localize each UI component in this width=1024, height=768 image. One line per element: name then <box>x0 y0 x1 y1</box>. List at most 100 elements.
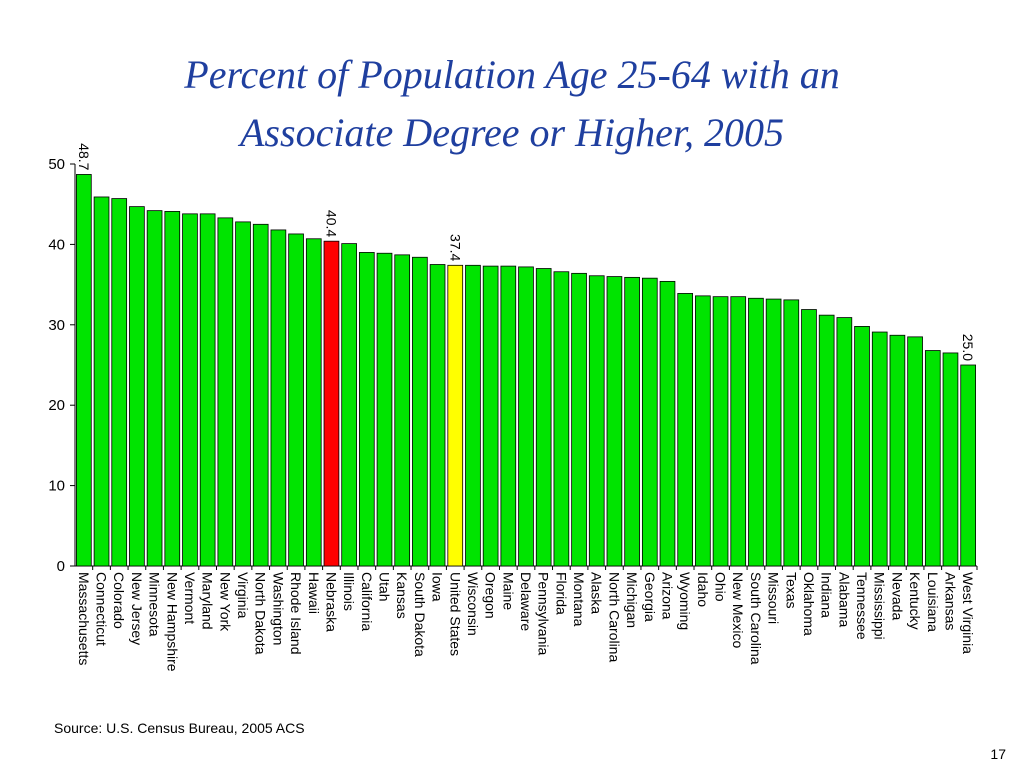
bar-oklahoma <box>801 309 817 567</box>
bar-united-states <box>447 264 464 567</box>
bar-new-hampshire <box>164 211 181 567</box>
bar-alaska <box>588 275 605 567</box>
x-tick-label-virginia: Virginia <box>235 572 251 619</box>
x-tick-label-rhode-island: Rhode Island <box>288 572 304 655</box>
x-tick-label-united-states: United States <box>447 572 463 656</box>
y-tick-label: 0 <box>57 558 65 575</box>
bar-arkansas <box>942 352 959 567</box>
bar-new-jersey <box>129 206 145 567</box>
bar-idaho <box>695 295 711 567</box>
x-tick-label-new-jersey: New Jersey <box>129 572 145 645</box>
x-tick-label-nevada: Nevada <box>889 572 905 620</box>
x-tick-label-louisiana: Louisiana <box>925 572 941 632</box>
x-tick-label-florida: Florida <box>553 572 569 615</box>
x-tick-label-arkansas: Arkansas <box>942 572 958 630</box>
y-tick-label: 10 <box>48 478 65 495</box>
page-number: 17 <box>990 746 1006 762</box>
bar-florida <box>553 271 570 567</box>
x-tick-label-new-hampshire: New Hampshire <box>164 572 180 672</box>
bar-nevada <box>889 334 906 567</box>
x-tick-label-arizona: Arizona <box>659 572 675 620</box>
bar-delaware <box>518 266 534 567</box>
bar-montana <box>571 272 587 567</box>
x-tick-label-texas: Texas <box>783 572 799 609</box>
x-tick-label-south-carolina: South Carolina <box>748 572 764 665</box>
bar-kentucky <box>907 336 923 567</box>
bar-texas <box>783 299 800 567</box>
bar-iowa <box>429 264 446 567</box>
x-tick-label-alabama: Alabama <box>836 572 852 627</box>
x-tick-label-maryland: Maryland <box>200 572 216 630</box>
x-tick-label-missouri: Missouri <box>766 572 782 624</box>
bar-illinois <box>341 243 357 567</box>
x-tick-label-idaho: Idaho <box>695 572 711 607</box>
x-tick-label-minnesota: Minnesota <box>147 572 163 637</box>
x-tick-label-south-dakota: South Dakota <box>412 572 428 657</box>
x-tick-label-california: California <box>359 572 375 631</box>
x-tick-label-wyoming: Wyoming <box>677 572 693 630</box>
x-tick-label-iowa: Iowa <box>430 572 446 602</box>
source-note: Source: U.S. Census Bureau, 2005 ACS <box>54 720 305 736</box>
x-tick-label-wisconsin: Wisconsin <box>465 572 481 636</box>
bar-alabama <box>836 317 853 567</box>
bar-minnesota <box>146 210 163 567</box>
bar-tennessee <box>854 326 870 567</box>
bar-michigan <box>624 276 640 567</box>
chart-title: Percent of Population Age 25-64 with an … <box>0 46 1024 162</box>
bar-utah <box>376 252 393 567</box>
bar-massachusetts <box>76 174 92 567</box>
x-tick-label-indiana: Indiana <box>819 572 835 618</box>
chart-title-line-1: Percent of Population Age 25-64 with an <box>184 52 840 97</box>
bar-wisconsin <box>465 264 481 567</box>
bar-kansas <box>394 254 411 567</box>
x-tick-label-washington: Washington <box>270 572 286 645</box>
x-tick-label-massachusetts: Massachusetts <box>76 572 92 665</box>
x-tick-label-vermont: Vermont <box>182 572 198 624</box>
x-tick-label-oregon: Oregon <box>483 572 499 619</box>
x-tick-label-georgia: Georgia <box>642 572 658 622</box>
bar-south-dakota <box>412 256 428 567</box>
bar-ohio <box>712 296 729 567</box>
bar-nebraska <box>323 240 340 567</box>
bar-mississippi <box>871 331 888 567</box>
x-tick-label-utah: Utah <box>377 572 393 602</box>
x-tick-label-oklahoma: Oklahoma <box>801 572 817 636</box>
bar-maryland <box>199 213 216 567</box>
x-tick-label-michigan: Michigan <box>624 572 640 628</box>
x-tick-label-mississippi: Mississippi <box>872 572 888 640</box>
bar-arizona <box>659 280 676 567</box>
data-label-nebraska: 40.4 <box>323 210 339 237</box>
x-tick-label-delaware: Delaware <box>518 572 534 631</box>
bar-indiana <box>818 314 835 567</box>
x-tick-label-connecticut: Connecticut <box>94 572 110 646</box>
data-label-united-states: 37.4 <box>447 234 463 261</box>
bar-wyoming <box>677 293 694 567</box>
bar-washington <box>270 229 287 567</box>
x-tick-label-west-virginia: West Virginia <box>960 572 976 654</box>
x-tick-label-montana: Montana <box>571 572 587 627</box>
bar-connecticut <box>93 196 110 567</box>
x-tick-label-illinois: Illinois <box>341 572 357 611</box>
y-tick-label: 20 <box>48 397 65 414</box>
y-tick-label: 30 <box>48 317 65 334</box>
bar-north-carolina <box>606 276 623 567</box>
x-tick-label-colorado: Colorado <box>111 572 127 629</box>
bar-maine <box>500 265 517 567</box>
x-tick-label-pennsylvania: Pennsylvania <box>536 572 552 655</box>
bar-west-virginia <box>960 364 976 567</box>
bar-hawaii <box>305 238 322 567</box>
bar-south-carolina <box>748 297 764 567</box>
bar-north-dakota <box>252 223 269 567</box>
x-tick-label-alaska: Alaska <box>589 572 605 614</box>
x-tick-label-kansas: Kansas <box>394 572 410 619</box>
x-tick-label-new-york: New York <box>217 572 233 632</box>
x-tick-label-tennessee: Tennessee <box>854 572 870 640</box>
bar-louisiana <box>924 350 941 567</box>
data-label-massachusetts: 48.7 <box>76 143 92 170</box>
bar-oregon <box>482 265 499 567</box>
bar-missouri <box>765 298 782 567</box>
bar-rhode-island <box>288 233 304 567</box>
x-tick-label-hawaii: Hawaii <box>306 572 322 614</box>
bar-new-york <box>217 217 234 567</box>
